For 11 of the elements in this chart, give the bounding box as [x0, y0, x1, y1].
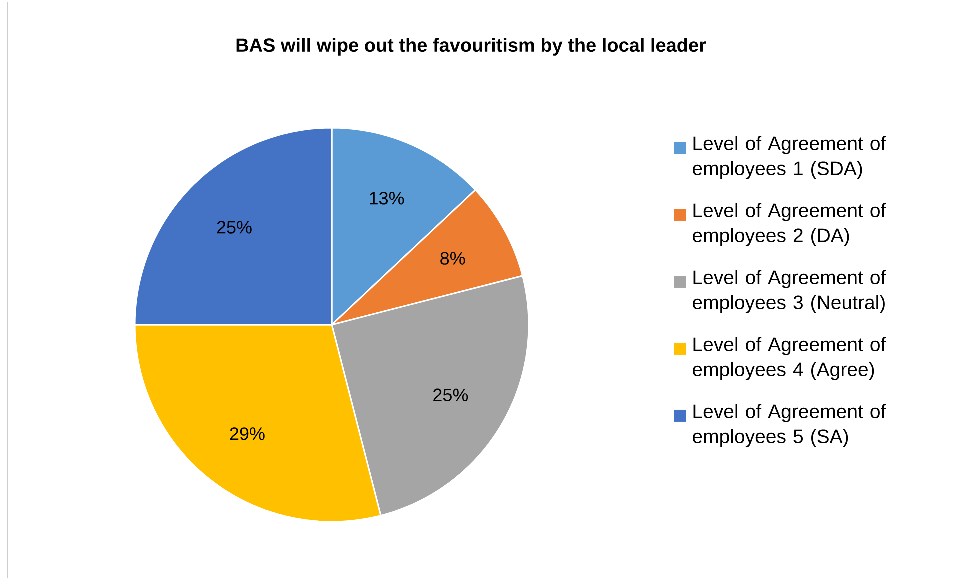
chart-title: BAS will wipe out the favouritism by the local leader — [236, 38, 706, 56]
data-label: 13% — [370, 192, 404, 205]
legend-label: Level of Agreement of employees 4 (Agree) — [693, 337, 886, 380]
data-label: 25% — [434, 388, 468, 402]
data-label: 25% — [217, 221, 252, 234]
legend-label: Level of Agreement of employees 5 (SA) — [693, 404, 886, 448]
legend-label: Level of Agreement of employees 3 (Neutral) — [693, 270, 886, 314]
legend-label: Level of Agreement of employees 2 (DA) — [693, 203, 886, 246]
legend-label: Level of Agreement of employees 1 (SDA) — [693, 136, 886, 180]
data-label: 8% — [440, 252, 466, 265]
data-label: 29% — [230, 428, 265, 440]
